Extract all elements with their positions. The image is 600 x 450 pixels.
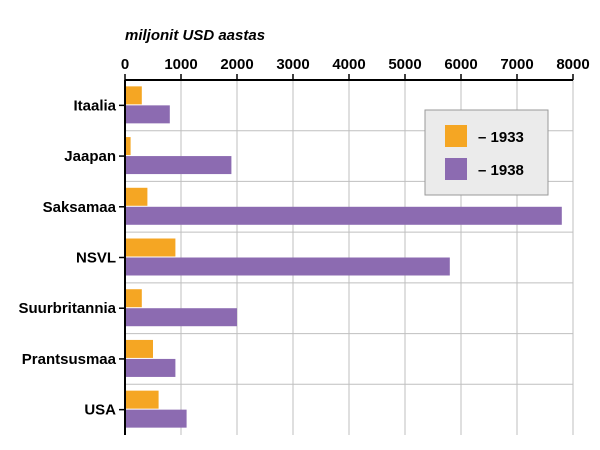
legend-label-1938: – 1938 (478, 162, 524, 179)
bar-prantsusmaa-1938 (125, 358, 176, 377)
x-tick-label: 7000 (500, 56, 533, 73)
bar-saksamaa-1933 (125, 187, 148, 206)
bar-jaapan-1938 (125, 156, 232, 175)
x-tick-label: 6000 (444, 56, 477, 73)
category-label-suurbritannia: Suurbritannia (18, 300, 116, 317)
bar-nsvl-1933 (125, 238, 176, 257)
category-label-saksamaa: Saksamaa (43, 199, 117, 216)
x-tick-labels: 0 1000 2000 3000 4000 5000 6000 7000 8000 (121, 56, 590, 73)
bar-jaapan-1933 (125, 137, 131, 156)
bar-itaalia-1938 (125, 105, 170, 124)
category-label-jaapan: Jaapan (64, 148, 116, 165)
bar-suurbritannia-1933 (125, 289, 142, 308)
category-label-nsvl: NSVL (76, 250, 116, 267)
category-label-itaalia: Itaalia (73, 97, 116, 114)
x-tick-label: 0 (121, 56, 129, 73)
x-tick-label: 2000 (220, 56, 253, 73)
bar-usa-1933 (125, 390, 159, 409)
category-label-usa: USA (84, 402, 116, 419)
legend-swatch-1933 (445, 125, 467, 147)
legend-swatch-1938 (445, 158, 467, 180)
bar-saksamaa-1938 (125, 206, 562, 225)
x-tick-label: 4000 (332, 56, 365, 73)
legend-box (424, 109, 549, 196)
x-tick-label: 8000 (556, 56, 589, 73)
bar-prantsusmaa-1933 (125, 339, 153, 358)
bar-itaalia-1933 (125, 86, 142, 105)
legend-label-1933: – 1933 (478, 129, 524, 146)
unit-label: miljonit USD aastas (125, 27, 265, 44)
axes (119, 74, 574, 435)
bars (125, 86, 562, 428)
x-tick-label: 5000 (388, 56, 421, 73)
bar-usa-1938 (125, 409, 187, 428)
category-labels: Itaalia Jaapan Saksamaa NSVL Suurbritannia Pr… (18, 97, 116, 418)
bar-nsvl-1938 (125, 257, 450, 276)
x-tick-label: 1000 (164, 56, 197, 73)
bar-suurbritannia-1938 (125, 308, 237, 327)
x-tick-label: 3000 (276, 56, 309, 73)
category-label-prantsusmaa: Prantsusmaa (22, 351, 117, 368)
legend: – 1933 – 1938 (424, 109, 549, 196)
